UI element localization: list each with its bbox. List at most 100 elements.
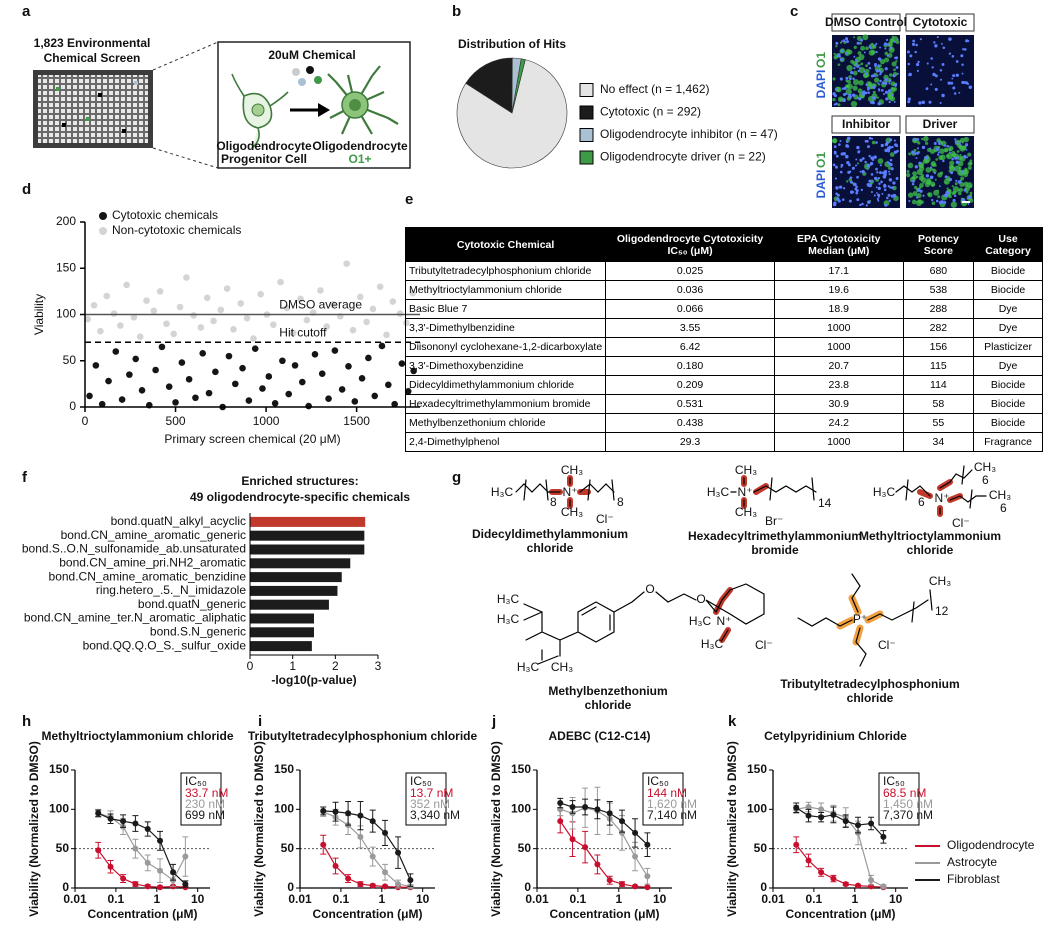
o1-signal xyxy=(923,136,929,142)
o1-signal xyxy=(944,148,949,152)
o1-signal xyxy=(911,199,917,205)
data-point xyxy=(332,862,339,869)
data-point xyxy=(868,877,875,884)
o1-signal xyxy=(951,185,954,188)
o1-signal xyxy=(906,169,910,173)
dapi-signal xyxy=(849,180,853,184)
panel-label: k xyxy=(728,713,737,730)
table-cell: 114 xyxy=(902,375,975,395)
o1-signal xyxy=(919,165,925,172)
data-point xyxy=(112,348,120,355)
o1-signal xyxy=(948,145,954,151)
data-point xyxy=(132,355,140,363)
table-cell: 156 xyxy=(902,337,975,357)
dapi-signal xyxy=(926,62,929,65)
data-point xyxy=(271,400,279,407)
dapi-signal xyxy=(868,136,872,140)
dapi-signal xyxy=(896,38,899,41)
dapi-signal xyxy=(955,60,959,63)
dapi-signal xyxy=(917,60,920,64)
dapi-signal xyxy=(884,67,888,71)
dapi-signal xyxy=(873,155,877,159)
o1-signal xyxy=(889,38,895,44)
table-cell: 6.42 xyxy=(605,337,775,357)
dapi-signal xyxy=(931,198,934,202)
dapi-signal xyxy=(961,72,964,75)
o1-signal xyxy=(962,145,967,150)
table-row: Diisononyl cyclohexane-1,2-dicarboxylate… xyxy=(404,337,1043,357)
dapi-signal xyxy=(885,38,889,42)
o1-signal xyxy=(949,160,955,166)
dapi-signal xyxy=(879,171,882,175)
o1-signal xyxy=(948,194,952,199)
dapi-signal xyxy=(870,156,874,160)
dapi-signal xyxy=(921,100,926,105)
o1-signal xyxy=(924,141,929,146)
dapi-signal xyxy=(871,137,874,140)
o1-signal xyxy=(948,164,954,170)
dapi-signal xyxy=(845,52,848,55)
dapi-signal xyxy=(845,76,849,80)
dapi-signal xyxy=(916,151,920,155)
atom: 8 xyxy=(550,495,557,509)
dapi-signal xyxy=(877,64,880,67)
data-point xyxy=(818,869,825,876)
dapi-signal xyxy=(908,199,911,203)
dapi-signal xyxy=(883,170,888,174)
data-point xyxy=(391,400,398,408)
y-tick-label: 50 xyxy=(281,841,295,855)
dapi-signal xyxy=(921,145,926,150)
panel-label: d xyxy=(22,181,31,198)
dapi-signal xyxy=(915,196,919,199)
dapi-signal xyxy=(887,149,891,153)
dapi-signal xyxy=(936,153,940,156)
o1-signal xyxy=(895,40,900,45)
category-label: bond.quatN_generic xyxy=(138,597,246,611)
data-point xyxy=(279,357,286,365)
o1-signal xyxy=(912,191,918,197)
dapi-signal xyxy=(840,163,844,167)
dapi-signal xyxy=(864,72,868,76)
y-tick-label: 50 xyxy=(63,353,77,367)
table-cell: Dye xyxy=(973,318,1043,338)
y-axis-label: Viability (Normalized to DMSO) xyxy=(489,741,503,917)
dapi-signal xyxy=(954,194,957,198)
category-label: bond.QQ.Q.O_S._sulfur_oxide xyxy=(83,638,247,652)
x-tick-label: 3 xyxy=(375,659,382,673)
dapi-signal xyxy=(879,46,882,49)
panel-label: a xyxy=(22,3,31,20)
atom: CH₃ xyxy=(974,460,996,474)
table-cell: Biocide xyxy=(973,413,1043,433)
data-point xyxy=(376,283,384,291)
dapi-signal xyxy=(868,183,872,188)
legend-label: Non-cytotoxic chemicals xyxy=(112,223,241,237)
y-tick-label: 0 xyxy=(760,880,767,894)
x-tick-label: 0 xyxy=(82,414,89,428)
data-point xyxy=(303,316,311,324)
dapi-signal xyxy=(867,185,870,187)
dapi-signal xyxy=(889,162,893,167)
dapi-signal xyxy=(877,57,882,61)
dapi-signal xyxy=(838,143,841,146)
o1-signal xyxy=(954,182,958,186)
o1-signal xyxy=(858,41,862,45)
atom: H₃C xyxy=(701,637,724,651)
table-row: 3,3'-Dimethylbenzidine 3.55 1000 282 Dye xyxy=(404,318,1043,338)
table-cell: Diisononyl cyclohexane-1,2-dicarboxylate xyxy=(404,337,607,357)
o1-signal xyxy=(907,192,914,198)
dapi-signal xyxy=(856,41,860,45)
stain-label: DAPI xyxy=(814,170,828,199)
data-point xyxy=(331,347,339,354)
header-box xyxy=(905,115,975,134)
o1-signal xyxy=(924,181,931,188)
o1-signal xyxy=(888,73,893,77)
o1-signal xyxy=(957,191,962,196)
dapi-signal xyxy=(869,163,872,166)
structure: H₃C 6 N⁺ CH₃ 6 CH₃ 6 Cl⁻ Methyltrioctyla… xyxy=(859,460,1011,557)
dapi-signal xyxy=(955,160,960,164)
dapi-signal xyxy=(939,78,943,81)
data-point xyxy=(192,394,199,402)
cell-label: Progenitor Cell xyxy=(221,152,307,166)
o1-signal xyxy=(950,201,958,208)
y-tick-label: 150 xyxy=(49,762,69,776)
